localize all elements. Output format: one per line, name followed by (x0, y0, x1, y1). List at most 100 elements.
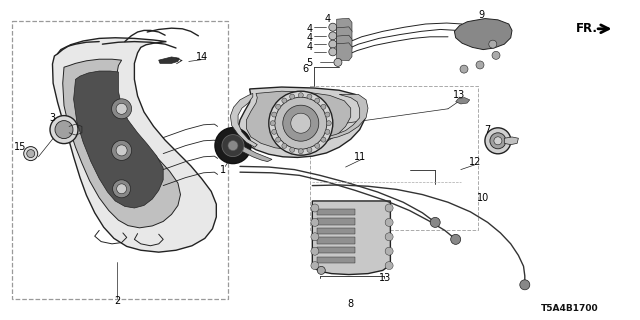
Polygon shape (337, 27, 352, 45)
Circle shape (276, 137, 281, 142)
Text: 6: 6 (303, 64, 309, 74)
Circle shape (271, 129, 276, 134)
Circle shape (334, 59, 342, 67)
Circle shape (321, 137, 326, 142)
Circle shape (290, 147, 294, 152)
Circle shape (307, 94, 312, 99)
Text: 4: 4 (307, 24, 313, 35)
Bar (12, 21, 228, 299)
Text: 3: 3 (49, 113, 56, 123)
Text: 4: 4 (324, 13, 331, 24)
Circle shape (329, 40, 337, 48)
Polygon shape (317, 209, 355, 215)
Circle shape (311, 233, 319, 241)
Circle shape (476, 61, 484, 69)
Text: 4: 4 (307, 33, 313, 44)
Polygon shape (317, 257, 355, 263)
Circle shape (27, 150, 35, 158)
Circle shape (430, 217, 440, 228)
Circle shape (50, 116, 78, 144)
Polygon shape (337, 43, 352, 61)
Circle shape (329, 32, 337, 40)
Polygon shape (312, 201, 390, 275)
Circle shape (494, 137, 502, 145)
Circle shape (311, 204, 319, 212)
Circle shape (325, 129, 330, 134)
Polygon shape (63, 59, 180, 228)
Polygon shape (326, 94, 368, 139)
Circle shape (311, 247, 319, 255)
Polygon shape (317, 237, 355, 244)
Circle shape (113, 180, 131, 198)
Circle shape (55, 121, 73, 139)
Text: 1: 1 (220, 164, 226, 175)
Circle shape (315, 98, 320, 103)
Circle shape (271, 112, 276, 117)
Text: 7: 7 (484, 124, 491, 135)
Text: 5: 5 (307, 58, 313, 68)
Circle shape (485, 128, 511, 154)
Polygon shape (74, 71, 163, 208)
Text: 2: 2 (114, 296, 120, 306)
Polygon shape (238, 87, 366, 157)
Circle shape (329, 23, 337, 31)
Text: 11: 11 (353, 152, 366, 162)
Text: 10: 10 (477, 193, 490, 204)
Circle shape (111, 99, 132, 119)
Circle shape (329, 48, 337, 56)
Text: 13: 13 (453, 90, 466, 100)
Text: 14: 14 (195, 52, 208, 62)
Circle shape (311, 261, 319, 269)
Circle shape (282, 143, 287, 148)
Circle shape (460, 65, 468, 73)
Polygon shape (454, 19, 512, 50)
Circle shape (275, 97, 327, 149)
Polygon shape (337, 18, 352, 36)
Circle shape (298, 149, 303, 154)
Circle shape (520, 280, 530, 290)
Circle shape (385, 204, 393, 212)
Polygon shape (246, 91, 351, 150)
Text: 13: 13 (379, 273, 392, 284)
Circle shape (282, 98, 287, 103)
Polygon shape (317, 218, 355, 225)
Circle shape (215, 128, 251, 164)
Circle shape (385, 261, 393, 269)
Polygon shape (232, 141, 272, 162)
Circle shape (492, 52, 500, 60)
Circle shape (222, 135, 244, 156)
Circle shape (489, 40, 497, 48)
Polygon shape (337, 35, 352, 53)
Polygon shape (317, 247, 355, 253)
Circle shape (325, 112, 330, 117)
Circle shape (116, 145, 127, 156)
Text: FR.: FR. (576, 22, 598, 35)
Circle shape (385, 233, 393, 241)
Circle shape (326, 121, 332, 126)
Circle shape (283, 105, 319, 141)
Circle shape (24, 147, 38, 161)
Text: 12: 12 (468, 156, 481, 167)
Polygon shape (504, 137, 518, 145)
Circle shape (298, 93, 303, 98)
Circle shape (228, 140, 238, 151)
Polygon shape (159, 57, 179, 63)
Text: T5A4B1700: T5A4B1700 (541, 304, 598, 313)
Circle shape (269, 91, 333, 155)
Circle shape (270, 121, 275, 126)
Text: 4: 4 (307, 42, 313, 52)
Circle shape (116, 184, 127, 194)
Circle shape (321, 104, 326, 109)
Polygon shape (456, 98, 470, 104)
Circle shape (276, 104, 281, 109)
Text: 15: 15 (14, 142, 27, 152)
Circle shape (307, 147, 312, 152)
Polygon shape (52, 38, 216, 252)
Circle shape (290, 94, 294, 99)
Circle shape (385, 247, 393, 255)
Circle shape (385, 218, 393, 227)
Circle shape (315, 143, 320, 148)
Circle shape (291, 113, 311, 133)
Text: 9: 9 (478, 10, 484, 20)
Text: 8: 8 (348, 299, 354, 309)
